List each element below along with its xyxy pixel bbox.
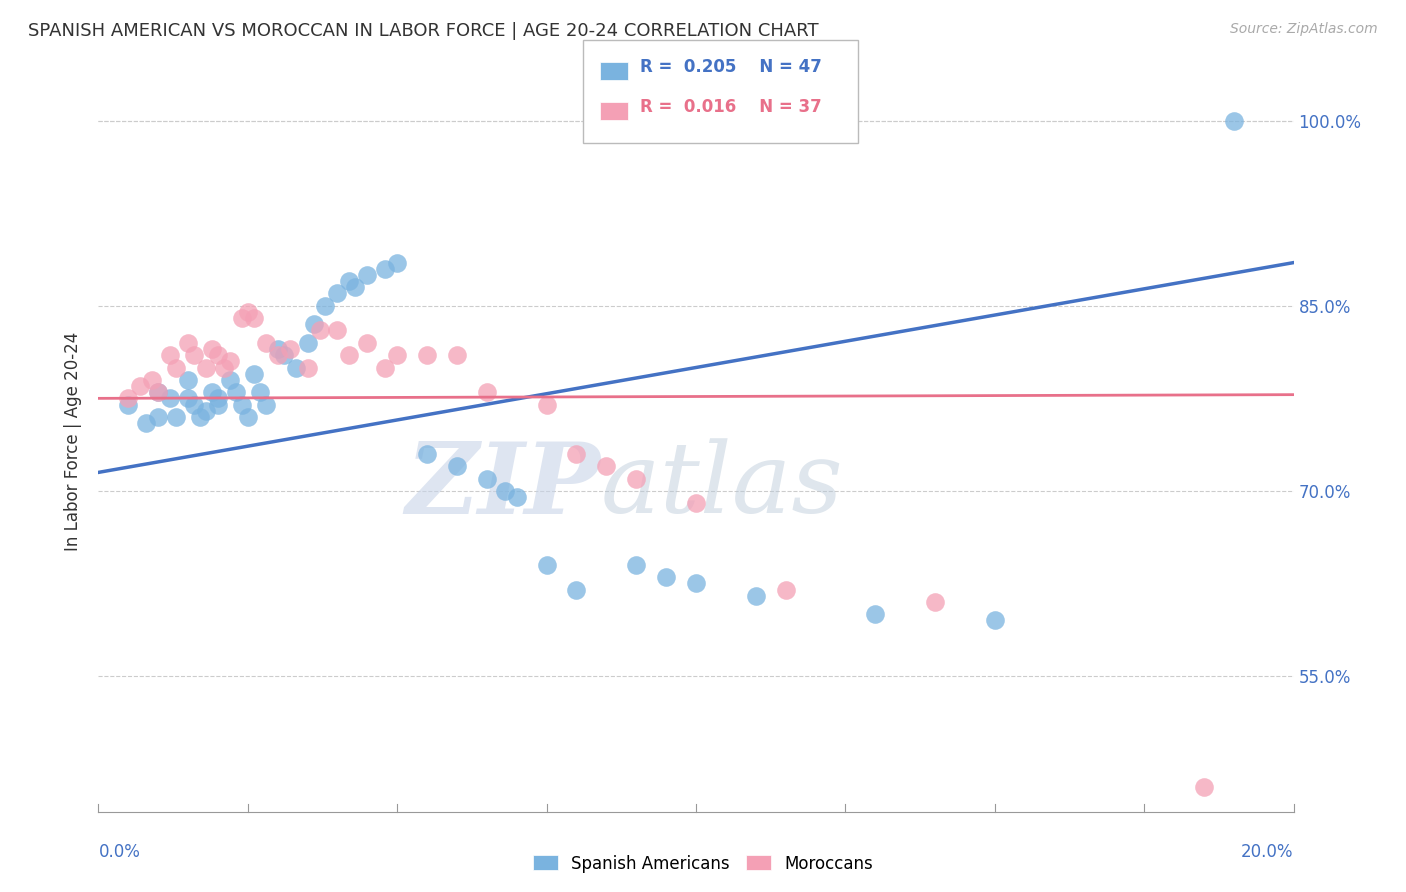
Point: [315, 299, 337, 313]
Point: [201, 385, 224, 400]
Text: ZIP: ZIP: [405, 438, 600, 534]
Point: [236, 409, 259, 424]
Point: [219, 373, 242, 387]
Point: [446, 459, 468, 474]
Point: [297, 335, 319, 350]
Point: [536, 558, 558, 572]
Point: [655, 570, 678, 584]
Point: [385, 255, 409, 269]
Point: [212, 360, 235, 375]
Point: [775, 582, 797, 597]
Point: [297, 360, 319, 375]
Point: [339, 274, 361, 288]
Point: [243, 367, 266, 381]
Point: [159, 392, 181, 406]
Point: [626, 472, 648, 486]
Text: 0.0%: 0.0%: [98, 843, 141, 861]
Point: [231, 311, 253, 326]
Point: [344, 280, 367, 294]
Text: R =  0.205    N = 47: R = 0.205 N = 47: [640, 58, 821, 76]
Legend: Spanish Americans, Moroccans: Spanish Americans, Moroccans: [526, 848, 880, 880]
Point: [865, 607, 887, 622]
Point: [536, 398, 558, 412]
Text: R =  0.016    N = 37: R = 0.016 N = 37: [640, 98, 821, 116]
Point: [685, 496, 707, 510]
Point: [177, 392, 200, 406]
Point: [984, 614, 1007, 628]
Point: [219, 354, 242, 368]
Point: [148, 409, 170, 424]
Point: [117, 392, 139, 406]
Text: 20.0%: 20.0%: [1241, 843, 1294, 861]
Point: [207, 348, 229, 362]
Point: [254, 335, 277, 350]
Point: [231, 398, 253, 412]
Point: [356, 335, 378, 350]
Point: [267, 348, 290, 362]
Point: [416, 447, 439, 461]
Point: [565, 447, 588, 461]
Point: [188, 409, 211, 424]
Point: [302, 318, 325, 332]
Point: [416, 348, 439, 362]
Point: [626, 558, 648, 572]
Point: [148, 385, 170, 400]
Point: [195, 403, 218, 417]
Text: SPANISH AMERICAN VS MOROCCAN IN LABOR FORCE | AGE 20-24 CORRELATION CHART: SPANISH AMERICAN VS MOROCCAN IN LABOR FO…: [28, 22, 818, 40]
Point: [117, 398, 139, 412]
Point: [326, 324, 349, 338]
Point: [195, 360, 218, 375]
Point: [177, 335, 200, 350]
Point: [201, 342, 224, 356]
Point: [924, 595, 946, 609]
Point: [446, 348, 468, 362]
Point: [165, 409, 187, 424]
Text: atlas: atlas: [600, 438, 844, 533]
Point: [326, 286, 349, 301]
Point: [236, 305, 259, 319]
Point: [225, 385, 247, 400]
Point: [565, 582, 588, 597]
Point: [207, 398, 229, 412]
Point: [1192, 780, 1215, 794]
Point: [374, 261, 396, 276]
Point: [165, 360, 187, 375]
Point: [273, 348, 295, 362]
Point: [278, 342, 301, 356]
Point: [159, 348, 181, 362]
Point: [1223, 113, 1246, 128]
Point: [177, 373, 200, 387]
Point: [745, 589, 768, 603]
Point: [135, 416, 157, 430]
Point: [267, 342, 290, 356]
Point: [494, 483, 516, 498]
Point: [595, 459, 617, 474]
Point: [129, 379, 152, 393]
Point: [284, 360, 307, 375]
Point: [356, 268, 378, 282]
Point: [374, 360, 396, 375]
Point: [243, 311, 266, 326]
Point: [506, 490, 529, 504]
Y-axis label: In Labor Force | Age 20-24: In Labor Force | Age 20-24: [65, 332, 83, 551]
Point: [183, 398, 205, 412]
Point: [148, 385, 170, 400]
Point: [141, 373, 163, 387]
Point: [339, 348, 361, 362]
Point: [183, 348, 205, 362]
Point: [685, 576, 707, 591]
Point: [207, 392, 229, 406]
Point: [308, 324, 330, 338]
Point: [385, 348, 409, 362]
Point: [475, 472, 498, 486]
Point: [249, 385, 271, 400]
Point: [475, 385, 498, 400]
Text: Source: ZipAtlas.com: Source: ZipAtlas.com: [1230, 22, 1378, 37]
Point: [254, 398, 277, 412]
